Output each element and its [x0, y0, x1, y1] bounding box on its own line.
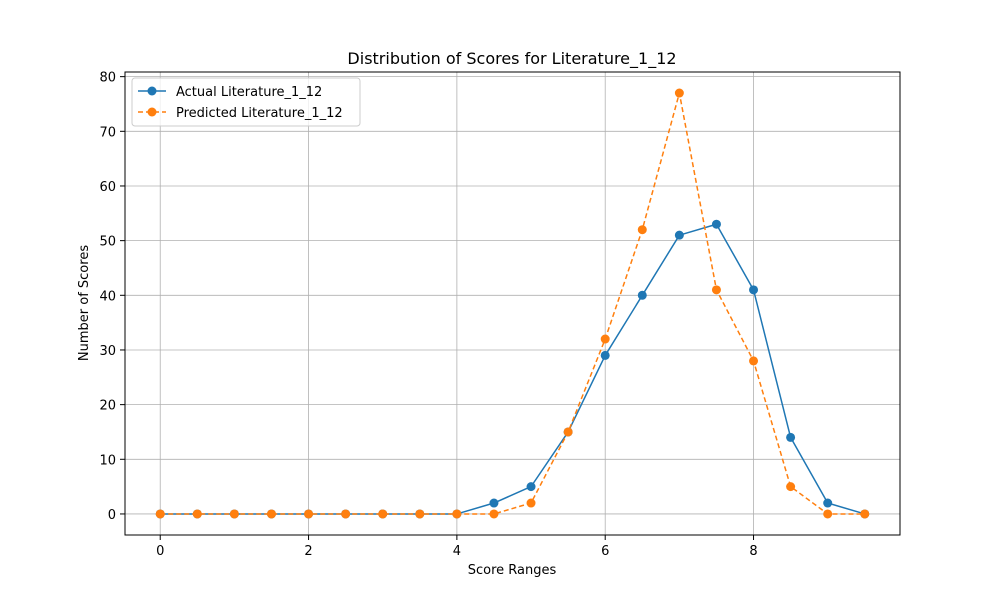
- legend: Actual Literature_1_12 Predicted Literat…: [131, 77, 361, 127]
- y-tick-label: 50: [99, 235, 116, 250]
- data-point-predicted: [637, 225, 647, 235]
- data-point-actual: [823, 498, 833, 508]
- data-point-actual: [674, 230, 684, 240]
- data-point-predicted: [489, 509, 499, 519]
- y-tick-label: 20: [99, 399, 116, 414]
- data-point-predicted: [711, 285, 721, 295]
- x-axis-label: Score Ranges: [468, 563, 557, 578]
- data-point-actual: [786, 432, 796, 442]
- y-tick-label: 10: [99, 453, 116, 468]
- y-tick-label: 40: [99, 289, 116, 304]
- data-point-actual: [526, 482, 536, 492]
- data-point-actual: [489, 498, 499, 508]
- data-point-predicted: [749, 356, 759, 366]
- data-point-actual: [749, 285, 759, 295]
- data-point-predicted: [415, 509, 425, 519]
- x-tick-label: 0: [156, 544, 164, 559]
- y-axis-label: Number of Scores: [77, 245, 92, 361]
- y-tick-label: 0: [108, 508, 116, 523]
- y-tick-label: 60: [99, 180, 116, 195]
- data-point-predicted: [823, 509, 833, 519]
- series-group: [155, 88, 870, 519]
- data-point-predicted: [860, 509, 870, 519]
- legend-marker-predicted: [147, 107, 157, 117]
- data-point-actual: [637, 290, 647, 300]
- legend-label-predicted: Predicted Literature_1_12: [176, 106, 343, 121]
- x-tick-label: 8: [749, 544, 757, 559]
- series-line-actual: [160, 223, 865, 515]
- x-tick-label: 6: [601, 544, 609, 559]
- data-point-predicted: [786, 482, 796, 492]
- data-point-predicted: [526, 498, 536, 508]
- data-point-predicted: [155, 509, 165, 519]
- series-predicted: [155, 88, 870, 519]
- legend-box: [131, 77, 361, 127]
- series-line-predicted: [160, 92, 865, 515]
- data-point-predicted: [563, 427, 573, 437]
- y-tick-label: 30: [99, 344, 116, 359]
- data-point-predicted: [304, 509, 314, 519]
- data-point-actual: [600, 350, 610, 360]
- data-point-predicted: [378, 509, 388, 519]
- x-tick-label: 4: [453, 544, 461, 559]
- data-point-actual: [711, 219, 721, 229]
- y-tick-label: 70: [99, 125, 116, 140]
- data-point-predicted: [229, 509, 239, 519]
- grid: [125, 72, 900, 535]
- chart-title: Distribution of Scores for Literature_1_…: [347, 49, 676, 69]
- legend-marker-actual: [147, 86, 157, 96]
- data-point-predicted: [452, 509, 462, 519]
- data-point-predicted: [674, 88, 684, 98]
- data-point-predicted: [600, 334, 610, 344]
- legend-label-actual: Actual Literature_1_12: [176, 85, 322, 100]
- data-point-predicted: [266, 509, 276, 519]
- data-point-predicted: [192, 509, 202, 519]
- data-point-predicted: [341, 509, 351, 519]
- plot-frame: [124, 71, 901, 536]
- y-tick-label: 80: [99, 71, 116, 86]
- x-tick-label: 2: [304, 544, 312, 559]
